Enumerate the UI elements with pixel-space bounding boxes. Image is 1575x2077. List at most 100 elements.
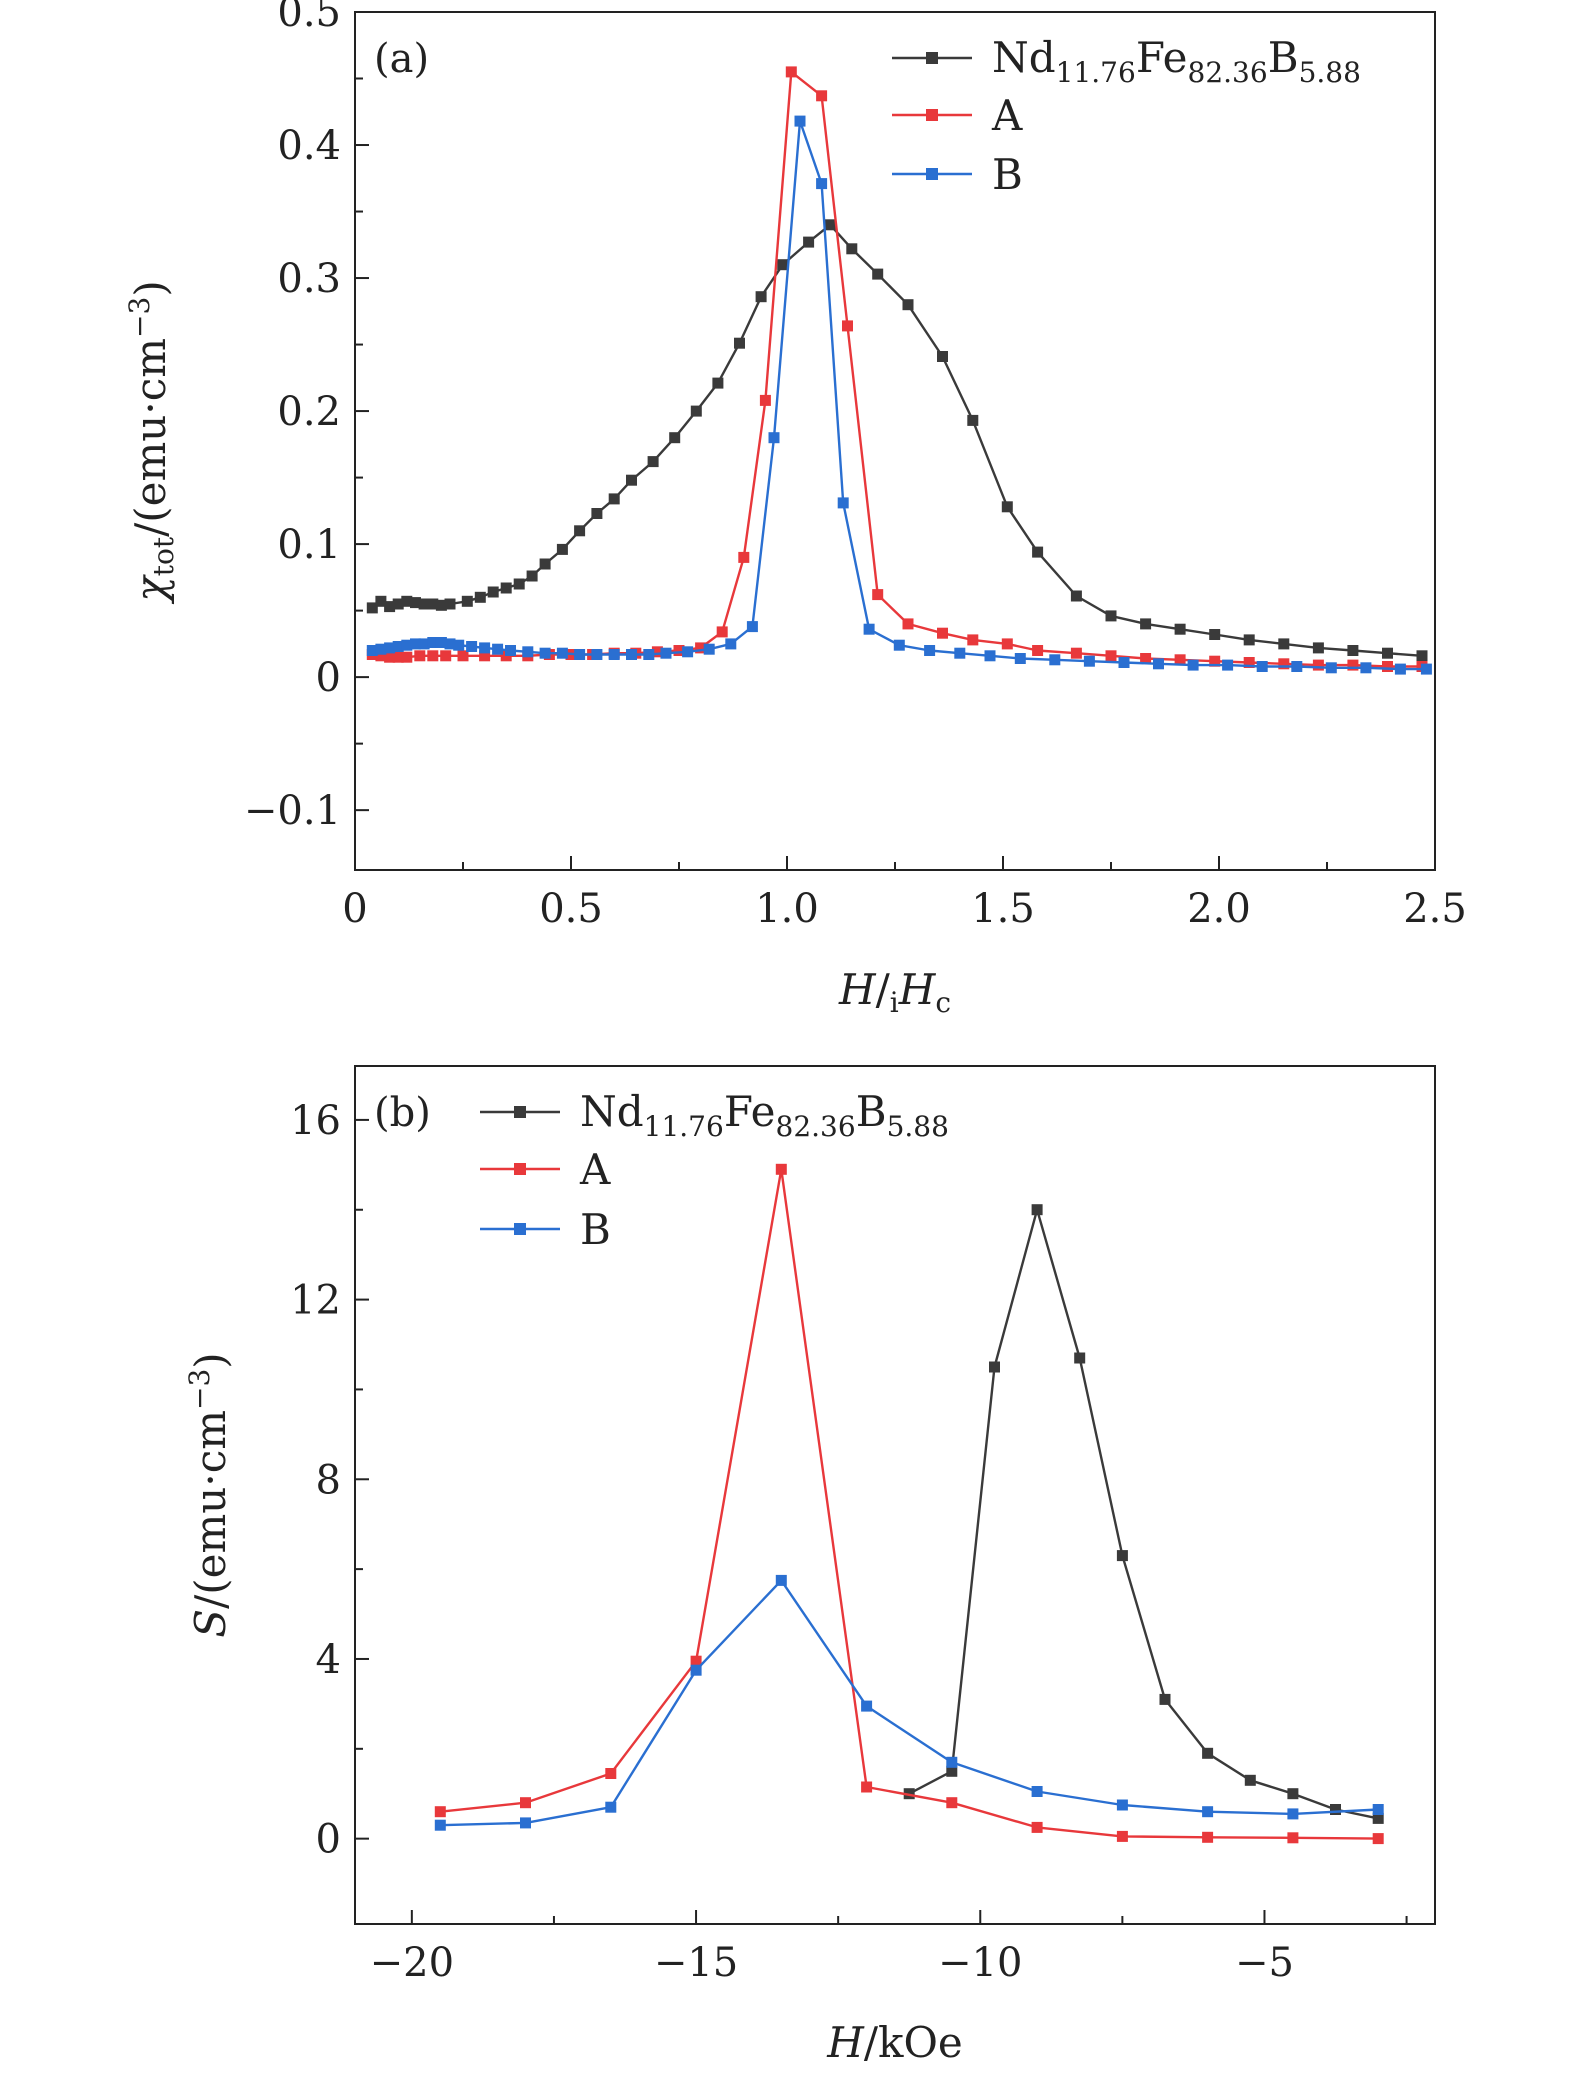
data-point-a-a-35 — [1174, 654, 1186, 666]
data-point-nd11-76fe82-36b5-88-a-15 — [526, 570, 538, 582]
data-point-nd11-76fe82-36b5-88-a-18 — [574, 525, 586, 537]
data-point-nd11-76fe82-36b5-88-a-38 — [1070, 590, 1082, 602]
data-point-a-a-22 — [759, 394, 771, 406]
y-tick-label-b-1: 4 — [316, 1637, 341, 1683]
data-point-nd11-76fe82-36b5-88-a-17 — [556, 543, 568, 555]
data-point-b-a-16 — [539, 647, 551, 659]
data-point-nd11-76fe82-36b5-88-a-19 — [591, 508, 603, 519]
data-point-a-a-20 — [716, 626, 728, 638]
data-point-a-a-33 — [1105, 650, 1117, 662]
legend-b: Nd11.76Fe82.36B5.88 A B — [480, 1087, 949, 1254]
data-point-a-a-4 — [401, 651, 413, 663]
data-point-nd11-76fe82-36b5-88-a-2 — [384, 601, 396, 613]
data-point-nd11-76fe82-36b5-88-a-25 — [712, 377, 724, 389]
series-b-b — [434, 1574, 1384, 1831]
data-point-nd11-76fe82-36b5-88-a-48 — [1416, 650, 1428, 662]
data-point-b-a-29 — [794, 115, 806, 127]
data-point-a-b-10 — [1287, 1832, 1299, 1844]
data-point-nd11-76fe82-36b5-88-a-9 — [444, 598, 456, 610]
data-point-b-a-41 — [1153, 658, 1164, 670]
data-point-a-a-39 — [1312, 659, 1324, 671]
data-point-nd11-76fe82-36b5-88-a-12 — [487, 586, 499, 598]
data-point-a-a-29 — [967, 634, 979, 646]
x-tick-label-a-4: 2.0 — [1187, 886, 1251, 932]
data-point-nd11-76fe82-36b5-88-a-5 — [410, 597, 421, 609]
series-b-a — [366, 115, 1432, 675]
legend-item-nd-a: Nd11.76Fe82.36B5.88 — [892, 33, 1361, 89]
data-point-a-a-27 — [902, 618, 914, 630]
data-point-b-a-32 — [863, 623, 875, 635]
data-point-b-a-10 — [453, 639, 465, 651]
panel-label-b: (b) — [374, 1090, 431, 1136]
data-point-b-b-11 — [1372, 1804, 1384, 1815]
data-point-b-a-19 — [591, 649, 603, 660]
legend-item-a-b: A — [480, 1145, 611, 1194]
data-point-a-a-34 — [1140, 653, 1152, 664]
legend-a: Nd11.76Fe82.36B5.88 A B — [892, 33, 1361, 199]
y-axis-title-a: χtot/(emu·cm−3) — [123, 280, 180, 604]
data-point-nd11-76fe82-36b5-88-b-9 — [1287, 1788, 1299, 1800]
data-point-b-a-7 — [427, 637, 439, 648]
axis-ticks-b: −20 −15 −10 −5 0 4 8 12 16 — [290, 1098, 1408, 1986]
legend-marker-nd-b — [514, 1106, 526, 1118]
series-line-b-b — [440, 1579, 1379, 1827]
data-point-a-a-19 — [695, 642, 707, 654]
data-point-b-b-1 — [520, 1817, 531, 1829]
data-point-a-a-8 — [457, 650, 469, 662]
data-point-nd11-76fe82-36b5-88-b-11 — [1372, 1812, 1384, 1824]
data-point-b-a-6 — [418, 638, 430, 650]
y-axis-title-b: S/(emu·cm−3) — [183, 1352, 235, 1637]
data-point-nd11-76fe82-36b5-88-b-8 — [1244, 1774, 1256, 1786]
legend-marker-nd-a — [926, 52, 938, 64]
legend-label-a-b: A — [579, 1145, 611, 1194]
data-point-a-a-30 — [1001, 638, 1013, 650]
data-point-a-a-17 — [651, 646, 663, 658]
data-point-b-a-15 — [522, 646, 534, 658]
data-point-a-a-21 — [738, 551, 750, 563]
data-point-nd11-76fe82-36b5-88-a-8 — [435, 599, 447, 611]
legend-marker-a-a — [926, 109, 938, 121]
data-point-b-a-43 — [1222, 659, 1234, 671]
legend-label-nd-b: Nd11.76Fe82.36B5.88 — [580, 1087, 949, 1143]
data-point-b-a-35 — [954, 647, 966, 659]
series-nd11-76fe82-36b5-88-a — [366, 219, 1428, 662]
data-point-a-a-3 — [392, 651, 404, 663]
data-point-b-a-11 — [466, 641, 478, 652]
data-point-nd11-76fe82-36b5-88-a-27 — [755, 291, 767, 303]
data-point-b-a-3 — [392, 641, 404, 652]
legend-item-b-b: B — [480, 1205, 611, 1254]
data-point-a-a-36 — [1209, 655, 1221, 667]
data-point-b-a-0 — [366, 645, 378, 656]
x-tick-label-a-0: 0 — [342, 886, 367, 932]
data-point-b-a-24 — [682, 646, 694, 658]
data-point-b-a-38 — [1049, 654, 1061, 666]
data-point-b-a-33 — [893, 639, 905, 651]
data-point-nd11-76fe82-36b5-88-a-26 — [734, 337, 745, 349]
data-point-nd11-76fe82-36b5-88-a-35 — [967, 414, 979, 426]
data-point-a-a-6 — [427, 650, 439, 662]
data-point-a-a-37 — [1243, 657, 1255, 668]
data-point-b-a-1 — [375, 643, 387, 655]
data-point-b-a-37 — [1014, 653, 1026, 664]
data-point-nd11-76fe82-36b5-88-a-11 — [474, 591, 486, 603]
legend-label-nd-a: Nd11.76Fe82.36B5.88 — [992, 33, 1361, 89]
data-point-b-a-5 — [410, 638, 421, 650]
data-point-a-a-38 — [1278, 658, 1290, 670]
data-point-nd11-76fe82-36b5-88-a-31 — [846, 243, 858, 255]
series-line-nd11-76fe82-36b5-88-b — [908, 1208, 1379, 1820]
series-nd11-76fe82-36b5-88-b — [903, 1204, 1384, 1824]
data-point-a-a-41 — [1382, 661, 1393, 672]
data-point-nd11-76fe82-36b5-88-a-40 — [1140, 618, 1152, 630]
data-point-b-a-8 — [435, 637, 447, 648]
data-point-nd11-76fe82-36b5-88-a-16 — [539, 558, 551, 570]
data-point-a-a-18 — [673, 645, 685, 656]
data-point-b-b-9 — [1202, 1806, 1214, 1818]
data-point-b-a-22 — [643, 649, 655, 660]
data-point-nd11-76fe82-36b5-88-a-45 — [1312, 642, 1324, 654]
data-point-a-a-1 — [375, 650, 387, 662]
data-point-a-b-8 — [1116, 1830, 1128, 1842]
legend-item-a-a: A — [892, 91, 1023, 140]
data-point-nd11-76fe82-36b5-88-a-33 — [902, 299, 914, 311]
x-axis-title-a: H/iHc — [838, 965, 951, 1019]
data-point-b-a-34 — [924, 645, 936, 656]
